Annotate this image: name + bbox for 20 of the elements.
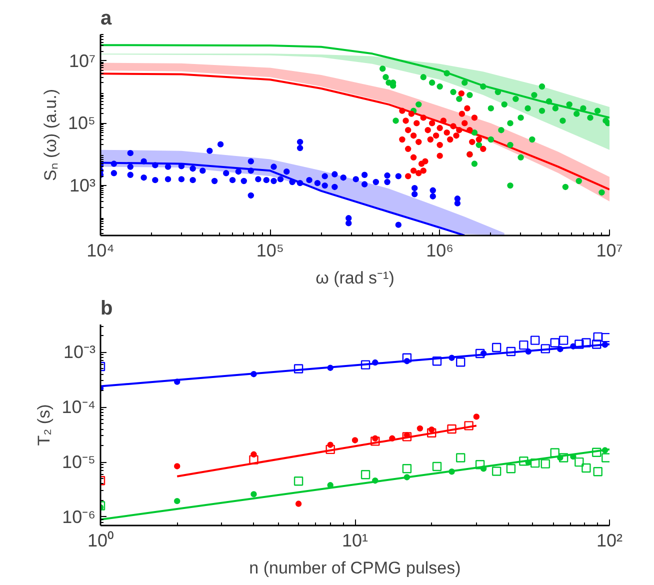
x-tick-label: 10¹: [342, 530, 368, 550]
chart-title: b: [100, 298, 113, 320]
y-tick-label: 10⁻⁵: [62, 452, 96, 472]
y-tick-label: 10⁷: [68, 50, 96, 71]
chart-title: a: [100, 8, 112, 30]
x-tick-label: 10⁴: [86, 240, 114, 260]
x-tick-label: 10⁰: [87, 530, 114, 550]
x-tick-label: 10²: [596, 530, 623, 550]
y-tick-label: 10⁻³: [63, 342, 96, 362]
y-tick-label: 10⁻⁴: [62, 397, 96, 418]
y-tick-label: 10⁻⁶: [62, 506, 96, 527]
y-tick-label: 10³: [69, 176, 96, 196]
y-tick-label: 10⁵: [68, 113, 96, 134]
x-tick-label: 10⁷: [596, 240, 623, 260]
x-axis-title: n (number of CPMG pulses): [249, 558, 461, 578]
y-axis-title: Sₙ (ω) (a.u.): [41, 88, 60, 182]
x-tick-label: 10⁶: [426, 240, 454, 260]
x-tick-label: 10⁵: [256, 240, 284, 260]
x-axis-title: ω (rad s⁻¹): [316, 268, 394, 288]
y-axis-title: T₂ (s): [34, 404, 54, 446]
